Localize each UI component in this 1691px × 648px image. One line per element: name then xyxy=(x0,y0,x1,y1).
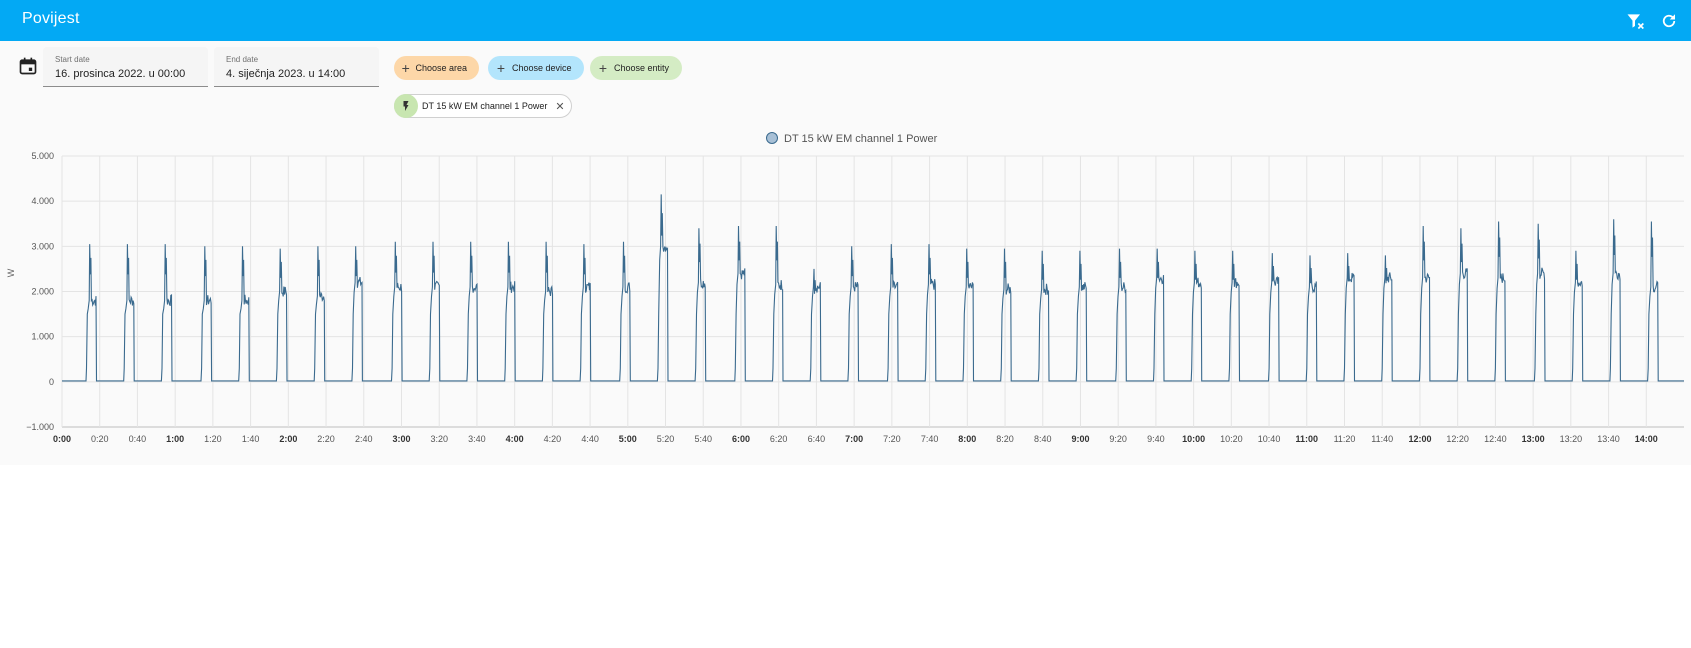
filter-remove-icon[interactable] xyxy=(1623,9,1647,33)
x-tick-label: 3:20 xyxy=(430,434,448,444)
x-tick-label: 0:40 xyxy=(129,434,147,444)
x-tick-label: 9:40 xyxy=(1147,434,1165,444)
history-panel: Start date 16. prosinca 2022. u 00:00 En… xyxy=(0,41,1691,465)
x-tick-label: 4:00 xyxy=(506,434,524,444)
x-tick-label: 12:20 xyxy=(1446,434,1469,444)
y-tick-label: 1.000 xyxy=(31,332,54,342)
x-tick-label: 6:40 xyxy=(808,434,826,444)
selected-entity-chip[interactable]: DT 15 kW EM channel 1 Power ✕ xyxy=(394,94,572,118)
choose-device-label: Choose device xyxy=(512,63,572,73)
x-tick-label: 10:00 xyxy=(1182,434,1205,444)
legend-marker xyxy=(766,132,778,144)
x-tick-label: 1:20 xyxy=(204,434,222,444)
y-tick-label: 2.000 xyxy=(31,287,54,297)
x-tick-label: 1:40 xyxy=(242,434,260,444)
series-line-power xyxy=(62,194,1684,382)
start-date-field[interactable]: Start date 16. prosinca 2022. u 00:00 xyxy=(43,47,208,87)
plus-icon: + xyxy=(598,60,608,76)
x-tick-label: 8:20 xyxy=(996,434,1014,444)
history-chart: −1.000 0 1.000 2.000 3.000 4.000 5.000 0:00 0:2… xyxy=(6,132,1684,444)
x-tick-label: 13:40 xyxy=(1597,434,1620,444)
refresh-icon[interactable] xyxy=(1657,9,1681,33)
x-tick-label: 4:40 xyxy=(581,434,599,444)
choose-entity-button[interactable]: + Choose entity xyxy=(590,56,682,80)
y-tick-label: 3.000 xyxy=(31,241,54,251)
plus-icon: + xyxy=(496,60,506,76)
x-tick-label: 7:40 xyxy=(921,434,939,444)
y-axis-label: W xyxy=(6,268,16,277)
end-date-field[interactable]: End date 4. siječnja 2023. u 14:00 xyxy=(214,47,379,87)
end-date-label: End date xyxy=(226,55,259,64)
chart-grid xyxy=(61,155,1684,428)
x-tick-label: 11:20 xyxy=(1334,434,1356,444)
x-tick-label: 12:00 xyxy=(1408,434,1431,444)
end-date-value: 4. siječnja 2023. u 14:00 xyxy=(226,68,346,80)
x-tick-label: 0:00 xyxy=(53,434,71,444)
x-tick-label: 8:00 xyxy=(958,434,976,444)
choose-area-label: Choose area xyxy=(415,63,467,73)
x-tick-label: 11:40 xyxy=(1371,434,1393,444)
page-title: Povijest xyxy=(22,10,80,27)
x-tick-label: 14:00 xyxy=(1635,434,1658,444)
x-tick-label: 2:40 xyxy=(355,434,373,444)
x-tick-label: 6:00 xyxy=(732,434,750,444)
y-tick-label: 5.000 xyxy=(31,151,54,161)
choose-device-button[interactable]: + Choose device xyxy=(488,56,584,80)
x-tick-label: 10:40 xyxy=(1258,434,1281,444)
x-tick-label: 7:20 xyxy=(883,434,901,444)
x-tick-label: 1:00 xyxy=(166,434,184,444)
y-tick-label: 4.000 xyxy=(31,196,54,206)
x-tick-label: 2:20 xyxy=(317,434,335,444)
x-tick-label: 5:40 xyxy=(694,434,712,444)
plus-icon: + xyxy=(401,60,410,76)
calendar-icon[interactable] xyxy=(18,56,38,76)
x-tick-label: 8:40 xyxy=(1034,434,1052,444)
selected-entity-label: DT 15 kW EM channel 1 Power xyxy=(422,101,548,111)
x-tick-label: 11:00 xyxy=(1296,434,1319,444)
x-tick-label: 7:00 xyxy=(845,434,863,444)
x-tick-label: 12:40 xyxy=(1484,434,1507,444)
chart-legend[interactable]: DT 15 kW EM channel 1 Power xyxy=(766,132,938,146)
y-tick-label: 0 xyxy=(49,377,54,387)
x-tick-label: 3:40 xyxy=(468,434,486,444)
flash-icon xyxy=(394,94,418,118)
x-tick-label: 5:20 xyxy=(657,434,675,444)
x-tick-label: 13:00 xyxy=(1522,434,1545,444)
x-tick-label: 2:00 xyxy=(279,434,297,444)
x-axis-ticks: 0:00 0:20 0:40 1:00 1:20 1:40 2:00 2:20 2:40 3:00… xyxy=(53,434,1658,444)
x-tick-label: 4:20 xyxy=(544,434,562,444)
y-axis-ticks: −1.000 0 1.000 2.000 3.000 4.000 5.000 xyxy=(26,151,54,432)
x-tick-label: 10:20 xyxy=(1220,434,1243,444)
choose-area-button[interactable]: + Choose area xyxy=(394,56,479,80)
start-date-value: 16. prosinca 2022. u 00:00 xyxy=(55,68,186,80)
x-tick-label: 6:20 xyxy=(770,434,788,444)
choose-entity-label: Choose entity xyxy=(614,63,670,73)
x-tick-label: 9:20 xyxy=(1109,434,1127,444)
x-tick-label: 9:00 xyxy=(1071,434,1089,444)
x-tick-label: 3:00 xyxy=(392,434,410,444)
x-tick-label: 5:00 xyxy=(619,434,637,444)
x-tick-label: 0:20 xyxy=(91,434,109,444)
x-tick-label: 13:20 xyxy=(1560,434,1583,444)
legend-label: DT 15 kW EM channel 1 Power xyxy=(784,133,938,145)
y-tick-label: −1.000 xyxy=(26,422,54,432)
remove-entity-icon[interactable]: ✕ xyxy=(555,100,565,113)
start-date-label: Start date xyxy=(55,55,90,64)
app-bar: Povijest xyxy=(0,0,1691,41)
